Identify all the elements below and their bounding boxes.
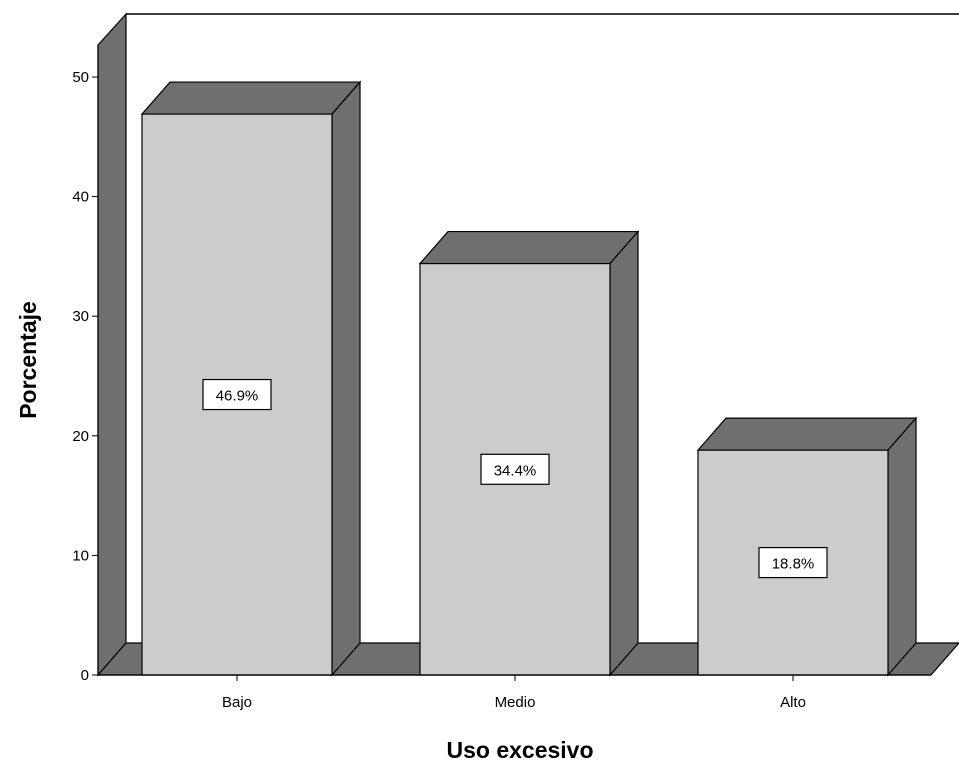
bars: 46.9% 34.4% 18.8%	[140, 80, 918, 677]
bar-side-face	[331, 80, 361, 677]
y-tick-label: 20	[72, 428, 89, 445]
bar-medio: 34.4%	[418, 229, 640, 677]
bar-top-face	[140, 81, 362, 115]
x-axis-title: Uso excesivo	[446, 737, 593, 763]
y-tick-label: 40	[72, 189, 89, 206]
value-label: 46.9%	[216, 388, 259, 405]
bar-side-face	[609, 229, 639, 677]
bar-top-face	[418, 230, 640, 265]
x-tick-label: Bajo	[222, 694, 252, 711]
y-tick-label: 10	[72, 547, 89, 564]
left-wall	[97, 12, 127, 677]
bar-side-face	[887, 416, 917, 677]
value-label: 18.8%	[772, 556, 815, 573]
y-tick-label: 50	[72, 69, 89, 86]
x-tick-label: Medio	[495, 694, 536, 711]
y-tick-label: 0	[81, 667, 89, 684]
bar-top-face	[696, 417, 918, 451]
y-tick-label: 30	[72, 308, 89, 325]
x-axis: Bajo Medio Alto	[222, 675, 806, 711]
x-tick-label: Alto	[780, 694, 806, 711]
value-label-box	[202, 378, 272, 411]
value-label: 34.4%	[494, 462, 537, 479]
bar-bajo: 46.9%	[140, 80, 362, 677]
value-label-box	[758, 546, 828, 579]
bar-alto: 18.8%	[696, 416, 918, 677]
y-axis-title: Porcentaje	[15, 301, 41, 419]
value-label-box	[480, 453, 550, 485]
